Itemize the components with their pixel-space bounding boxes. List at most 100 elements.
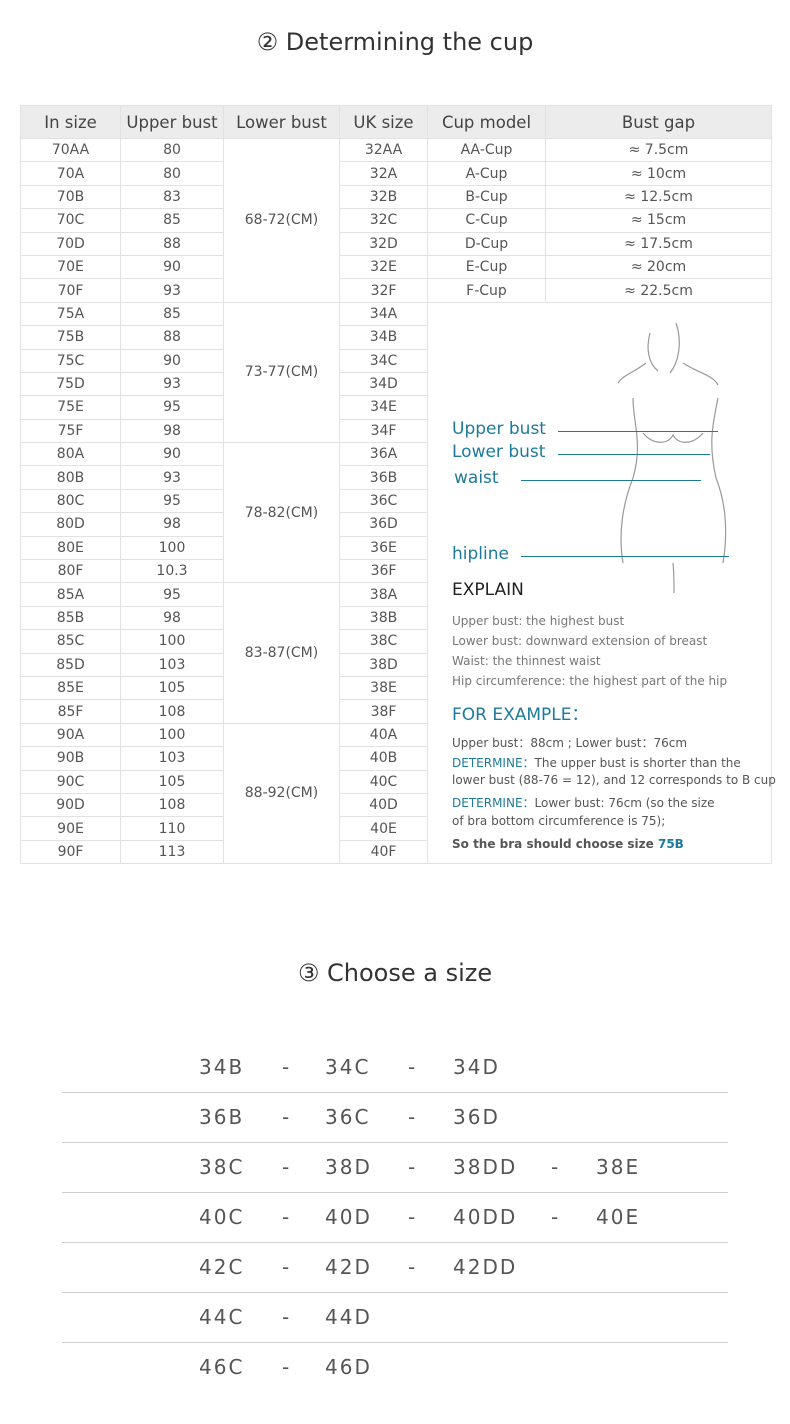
separator-dash: - (282, 1355, 292, 1379)
cell-upper-bust: 85 (120, 301, 224, 327)
cell-in-size: 70C (20, 208, 121, 233)
size-group-row: 34B - 34C - 34D (62, 1043, 728, 1093)
size-option: 38E (596, 1155, 641, 1179)
cell-upper-bust: 98 (120, 418, 224, 444)
label-lower-bust: Lower bust (452, 441, 546, 462)
cell-upper-bust: 108 (120, 699, 224, 724)
determine-cup: DETERMINE：The upper bust is shorter than… (452, 754, 741, 771)
cell-upper-bust: 80 (120, 161, 224, 186)
cell-cup-model: C-Cup (427, 208, 546, 233)
cell-in-size: 85A (20, 582, 121, 607)
cell-uk-size: 32E (339, 254, 428, 280)
cell-lower-bust: 88-92(CM) (223, 722, 340, 865)
cell-in-size: 75F (20, 418, 121, 444)
table-row: 90C 105 40C (20, 769, 772, 794)
determine-band-cont: of bra bottom circumference is 75); (452, 813, 666, 828)
cell-cup-model: B-Cup (427, 184, 546, 210)
explain-line: Upper bust: the highest bust (452, 613, 625, 628)
cell-cup-model: A-Cup (427, 161, 546, 186)
cell-uk-size: 38B (339, 605, 428, 631)
label-hipline: hipline (452, 543, 509, 564)
cell-in-size: 75D (20, 371, 121, 397)
determine-label: DETERMINE： (452, 795, 535, 810)
explain-line: Lower bust: downward extension of breast (452, 633, 708, 648)
conclusion-text: So the bra should choose size (452, 836, 658, 851)
size-option: 44C (199, 1305, 245, 1329)
cell-in-size: 90C (20, 769, 121, 794)
cell-in-size: 80B (20, 465, 121, 490)
table-row: 80E 100 36E (20, 535, 772, 561)
cell-in-size: 90D (20, 792, 121, 818)
table-row: 80A 90 78-82(CM) 36A (20, 442, 772, 584)
table-header-row: In size Upper bust Lower bust UK size Cup mo… (20, 105, 772, 139)
table-row: 85E 105 38E (20, 675, 772, 701)
cell-uk-size: 32B (339, 184, 428, 210)
cell-upper-bust: 83 (120, 184, 224, 210)
size-option: 42DD (453, 1255, 518, 1279)
cell-upper-bust: 85 (120, 208, 224, 233)
separator-dash: - (551, 1155, 561, 1179)
cell-in-size: 75E (20, 395, 121, 420)
cell-in-size: 70D (20, 231, 121, 256)
separator-dash: - (282, 1055, 292, 1079)
cell-in-size: 85E (20, 675, 121, 701)
cell-upper-bust: 88 (120, 231, 224, 256)
cell-in-size: 90E (20, 816, 121, 841)
table-row: 70B 83 32B B-Cup ≈ 12.5cm (20, 184, 772, 210)
table-row: 70C 85 32C C-Cup ≈ 15cm (20, 208, 772, 233)
size-groups-list: 34B - 34C - 34D 36B - 36C - 36D 38C - 38D - 38DD - 38E 40… (62, 1043, 728, 1392)
separator-dash: - (551, 1205, 561, 1229)
conclusion: So the bra should choose size 75B (452, 837, 684, 851)
table-row: 70D 88 32D D-Cup ≈ 17.5cm (20, 231, 772, 256)
cell-upper-bust: 80 (120, 137, 224, 163)
size-group-row: 42C - 42D - 42DD (62, 1243, 728, 1293)
table-row: 70A 80 32A A-Cup ≈ 10cm (20, 161, 772, 186)
determine-cup-cont: lower bust (88-76 = 12), and 12 correspo… (452, 772, 776, 787)
cell-upper-bust: 98 (120, 605, 224, 631)
cell-uk-size: 34B (339, 325, 428, 350)
cell-uk-size: 38A (339, 582, 428, 607)
cell-upper-bust: 103 (120, 746, 224, 771)
cell-upper-bust: 95 (120, 395, 224, 420)
cell-bust-gap: ≈ 15cm (545, 208, 772, 233)
size-group-row: 40C - 40D - 40DD - 40E (62, 1193, 728, 1243)
cell-uk-size: 38E (339, 675, 428, 701)
cell-in-size: 70B (20, 184, 121, 210)
size-option: 46D (325, 1355, 372, 1379)
cell-in-size: 75A (20, 301, 121, 327)
cell-upper-bust: 95 (120, 582, 224, 607)
cell-uk-size: 36A (339, 442, 428, 467)
lower-bust-line (558, 453, 710, 455)
cell-in-size: 80E (20, 535, 121, 561)
cell-upper-bust: 90 (120, 348, 224, 373)
table-row: 80F 10.3 36F (20, 559, 772, 584)
cell-in-size: 85C (20, 629, 121, 654)
table-row: 90A 100 88-92(CM) 40A (20, 722, 772, 865)
cell-uk-size: 34C (339, 348, 428, 373)
cell-in-size: 75C (20, 348, 121, 373)
cell-uk-size: 32F (339, 278, 428, 303)
cell-upper-bust: 88 (120, 325, 224, 350)
separator-dash: - (408, 1255, 418, 1279)
cell-upper-bust: 93 (120, 371, 224, 397)
cell-uk-size: 40C (339, 769, 428, 794)
cell-uk-size: 32A (339, 161, 428, 186)
cell-in-size: 80D (20, 512, 121, 537)
table-row: 80B 93 36B (20, 465, 772, 490)
cell-in-size: 85B (20, 605, 121, 631)
size-group-row: 38C - 38D - 38DD - 38E (62, 1143, 728, 1193)
separator-dash: - (408, 1205, 418, 1229)
cell-lower-bust: 68-72(CM) (223, 138, 340, 303)
cell-cup-model: D-Cup (427, 231, 546, 256)
column-header: Cup model (427, 105, 546, 139)
cell-upper-bust: 95 (120, 488, 224, 514)
cell-cup-model: AA-Cup (427, 137, 546, 163)
cell-cup-model: F-Cup (427, 278, 546, 303)
table-row: 70AA 80 68-72(CM) 32AA AA-Cup ≈ 7.5cm (20, 137, 772, 303)
cell-uk-size: 34F (339, 418, 428, 444)
size-option: 34D (453, 1055, 500, 1079)
cell-upper-bust: 105 (120, 769, 224, 794)
cell-upper-bust: 93 (120, 278, 224, 303)
cell-upper-bust: 98 (120, 512, 224, 537)
